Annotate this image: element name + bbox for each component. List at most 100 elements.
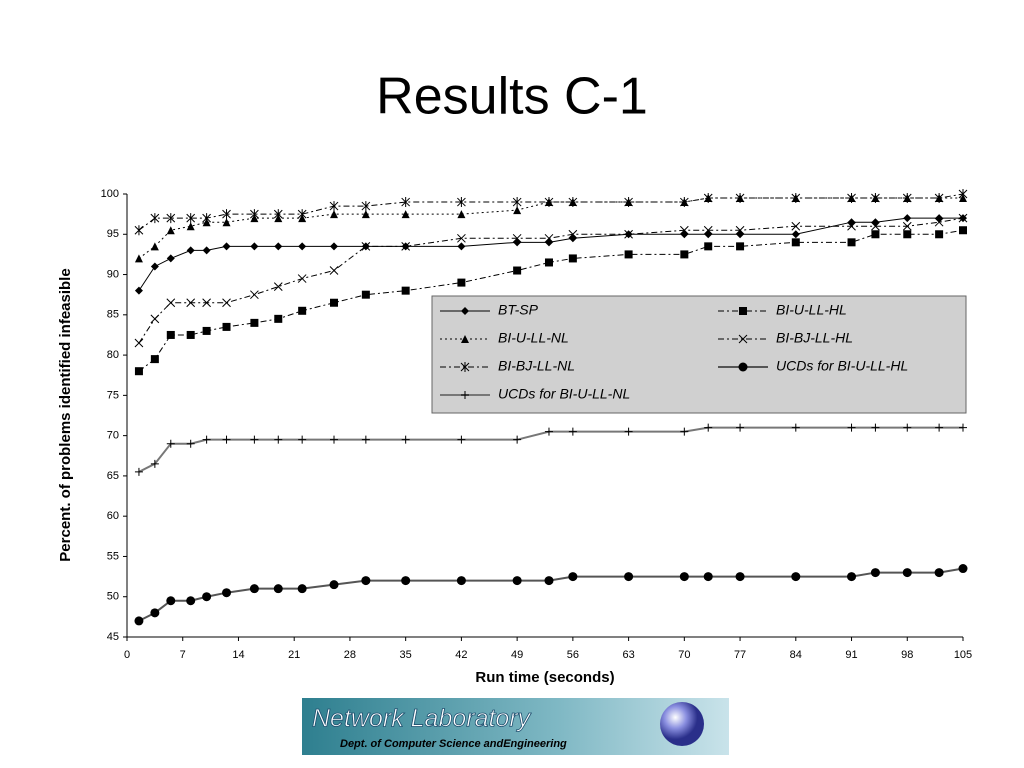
marker bbox=[679, 225, 689, 235]
marker bbox=[166, 439, 175, 448]
marker bbox=[250, 209, 259, 220]
marker bbox=[544, 258, 553, 267]
marker bbox=[457, 435, 466, 444]
marker bbox=[222, 218, 231, 227]
marker bbox=[680, 250, 689, 259]
legend-marker bbox=[461, 391, 469, 399]
marker bbox=[222, 298, 231, 308]
legend-label: BI-BJ-LL-HL bbox=[776, 330, 853, 346]
x-tick-label: 70 bbox=[678, 649, 690, 661]
marker bbox=[134, 467, 143, 476]
marker bbox=[329, 201, 339, 212]
marker bbox=[935, 423, 944, 432]
marker bbox=[297, 584, 307, 594]
marker bbox=[568, 197, 578, 208]
logo-globe bbox=[660, 702, 704, 746]
marker bbox=[624, 572, 634, 582]
marker bbox=[150, 355, 159, 364]
marker bbox=[958, 564, 968, 574]
marker bbox=[297, 274, 307, 283]
marker bbox=[958, 189, 968, 199]
y-tick-label: 70 bbox=[107, 430, 119, 442]
marker bbox=[273, 209, 283, 220]
marker bbox=[166, 330, 175, 339]
marker bbox=[250, 290, 259, 300]
series-line bbox=[138, 567, 964, 622]
x-tick-label: 21 bbox=[288, 649, 300, 661]
y-tick-label: 85 bbox=[107, 309, 119, 321]
marker bbox=[902, 568, 912, 578]
marker bbox=[222, 588, 232, 598]
marker bbox=[871, 423, 880, 432]
marker bbox=[186, 439, 195, 448]
x-tick-label: 77 bbox=[734, 649, 746, 661]
marker bbox=[871, 218, 880, 227]
marker bbox=[186, 330, 195, 339]
marker bbox=[903, 214, 912, 223]
logo: Network Laboratory Dept. of Computer Sci… bbox=[302, 698, 729, 755]
marker bbox=[298, 306, 307, 315]
y-tick-label: 80 bbox=[107, 349, 119, 361]
marker bbox=[186, 298, 196, 308]
marker bbox=[401, 286, 410, 295]
marker bbox=[736, 423, 745, 432]
logo-banner bbox=[302, 698, 729, 755]
marker bbox=[847, 238, 856, 247]
marker bbox=[457, 278, 466, 287]
legend-label: UCDs for BI-U-LL-NL bbox=[498, 386, 630, 402]
marker bbox=[457, 242, 466, 251]
marker bbox=[703, 193, 713, 204]
marker bbox=[544, 427, 553, 436]
marker bbox=[150, 459, 159, 468]
legend: BT-SP BI-U-LL-HL BI-U-LL-NL BI-BJ-LL-HL BI-B… bbox=[431, 295, 967, 414]
marker bbox=[361, 201, 371, 212]
marker bbox=[150, 608, 160, 618]
marker bbox=[274, 435, 283, 444]
marker bbox=[791, 572, 801, 582]
marker bbox=[330, 210, 339, 219]
marker bbox=[735, 572, 745, 582]
legend-label: BT-SP bbox=[498, 302, 539, 318]
marker bbox=[202, 326, 211, 335]
legend-marker bbox=[461, 335, 469, 343]
marker bbox=[791, 238, 800, 247]
marker bbox=[871, 221, 880, 231]
marker bbox=[568, 427, 577, 436]
y-tick-label: 90 bbox=[107, 268, 119, 280]
marker bbox=[150, 314, 160, 324]
marker bbox=[513, 206, 522, 215]
marker bbox=[166, 298, 176, 308]
y-tick-label: 50 bbox=[107, 591, 119, 603]
legend-marker bbox=[460, 362, 470, 372]
x-axis-label: Run time (seconds) bbox=[475, 669, 614, 686]
y-tick-label: 45 bbox=[107, 631, 119, 643]
series-line bbox=[138, 426, 963, 473]
x-tick-label: 7 bbox=[180, 649, 186, 661]
marker bbox=[934, 568, 944, 578]
marker bbox=[134, 254, 143, 263]
legend-marker bbox=[738, 362, 748, 372]
marker bbox=[134, 225, 144, 236]
marker bbox=[166, 596, 176, 606]
marker bbox=[202, 246, 211, 255]
marker bbox=[624, 197, 633, 208]
marker bbox=[870, 568, 880, 578]
marker bbox=[935, 230, 944, 239]
marker bbox=[704, 242, 713, 251]
marker bbox=[186, 596, 196, 606]
logo-subtitle: Dept. of Computer Science andEngineering bbox=[340, 738, 567, 750]
legend-label: BI-U-LL-HL bbox=[776, 302, 847, 318]
marker bbox=[401, 197, 411, 208]
marker bbox=[329, 580, 339, 590]
marker bbox=[704, 423, 713, 432]
y-tick-label: 100 bbox=[101, 188, 119, 200]
marker bbox=[273, 282, 283, 291]
marker bbox=[134, 616, 144, 626]
marker bbox=[202, 298, 211, 308]
marker bbox=[513, 435, 522, 444]
x-tick-label: 28 bbox=[344, 649, 356, 661]
series-line bbox=[138, 193, 964, 231]
y-tick-label: 60 bbox=[107, 510, 119, 522]
marker bbox=[512, 197, 522, 208]
